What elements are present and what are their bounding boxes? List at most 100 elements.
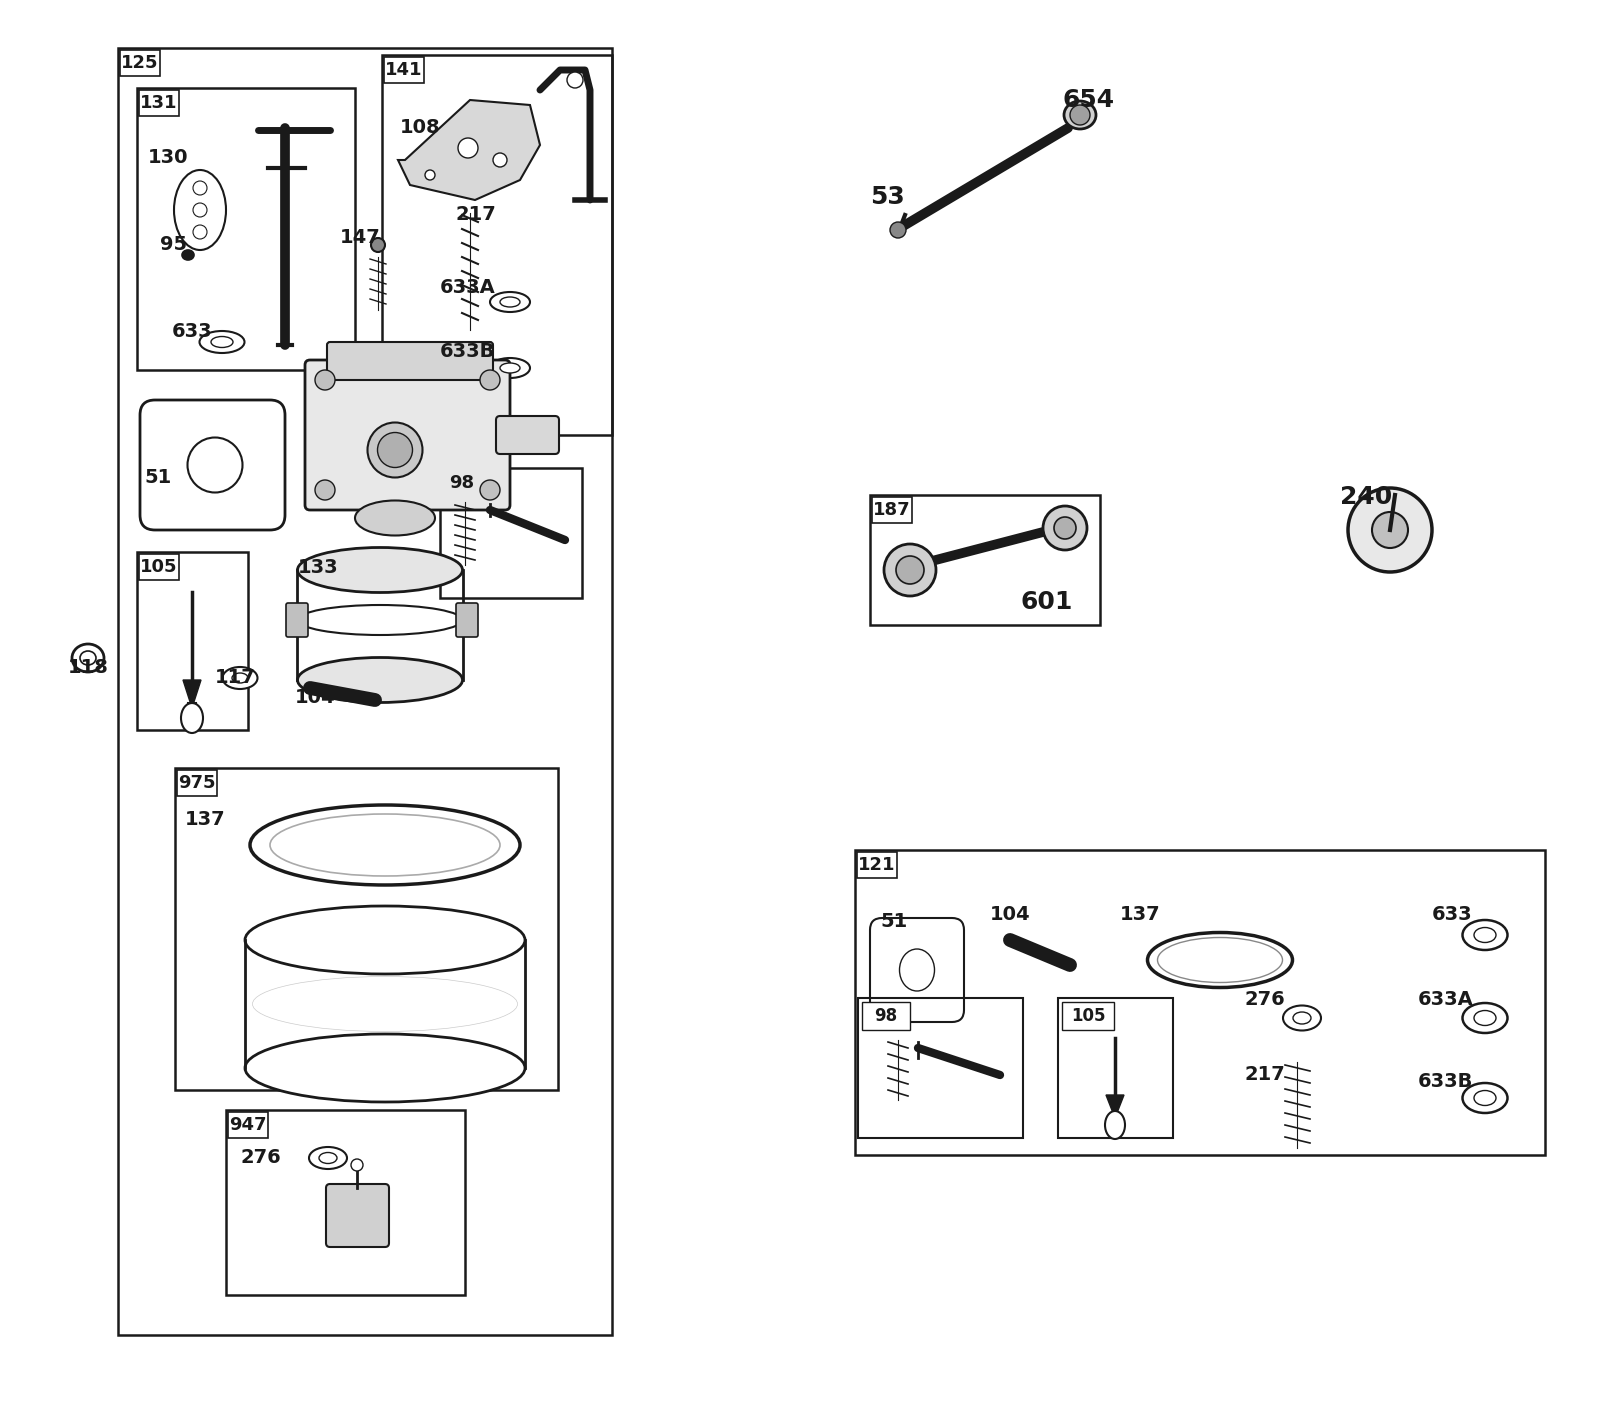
Ellipse shape (501, 297, 520, 307)
Text: 98: 98 (875, 1007, 898, 1024)
Bar (139, 554, 179, 581)
Ellipse shape (222, 666, 258, 689)
Circle shape (350, 1160, 363, 1171)
Bar (382, 55, 613, 435)
FancyBboxPatch shape (326, 342, 493, 380)
Bar (174, 768, 558, 1091)
Ellipse shape (426, 170, 435, 180)
Circle shape (890, 223, 906, 238)
Text: 53: 53 (870, 185, 904, 209)
Text: 141: 141 (386, 61, 422, 79)
Text: 98: 98 (450, 473, 475, 492)
Circle shape (315, 371, 334, 390)
Ellipse shape (1462, 920, 1507, 950)
Ellipse shape (1293, 1012, 1310, 1024)
Ellipse shape (72, 644, 104, 672)
Bar (178, 769, 218, 796)
Text: 51: 51 (144, 468, 171, 488)
Bar (870, 495, 1101, 626)
Bar (858, 998, 1022, 1138)
Text: 276: 276 (240, 1148, 280, 1167)
Circle shape (194, 203, 206, 217)
Bar (229, 1112, 269, 1138)
Circle shape (480, 371, 501, 390)
Ellipse shape (368, 423, 422, 478)
Text: 108: 108 (400, 118, 440, 137)
Ellipse shape (309, 1147, 347, 1169)
Ellipse shape (378, 433, 413, 468)
Circle shape (194, 225, 206, 240)
Ellipse shape (200, 331, 245, 354)
Bar (1062, 1002, 1114, 1030)
Text: 187: 187 (874, 502, 910, 519)
Ellipse shape (1106, 1112, 1125, 1138)
Text: 633A: 633A (440, 278, 496, 297)
Circle shape (896, 557, 925, 583)
Text: 137: 137 (1120, 905, 1160, 924)
Text: 276: 276 (1245, 991, 1286, 1009)
FancyBboxPatch shape (286, 603, 309, 637)
Bar (442, 471, 482, 496)
Text: 95: 95 (160, 235, 187, 254)
Ellipse shape (1064, 101, 1096, 130)
Text: 633A: 633A (1418, 991, 1474, 1009)
Bar (872, 497, 912, 523)
Bar (120, 49, 160, 76)
Ellipse shape (1474, 1010, 1496, 1026)
Text: 105: 105 (141, 558, 178, 576)
Ellipse shape (1474, 927, 1496, 943)
Text: 633B: 633B (440, 342, 496, 361)
Text: 947: 947 (229, 1116, 267, 1134)
Text: 654: 654 (1062, 87, 1114, 111)
Text: 121: 121 (858, 857, 896, 874)
Ellipse shape (245, 1034, 525, 1102)
Ellipse shape (490, 292, 530, 311)
Circle shape (1054, 517, 1075, 540)
Ellipse shape (80, 651, 96, 665)
Circle shape (194, 180, 206, 194)
Text: 125: 125 (122, 54, 158, 72)
Bar (854, 850, 1546, 1155)
Bar (226, 1110, 466, 1295)
Ellipse shape (318, 1153, 338, 1164)
Ellipse shape (298, 658, 462, 703)
Polygon shape (398, 100, 541, 200)
Ellipse shape (355, 500, 435, 535)
Ellipse shape (270, 814, 501, 876)
Text: 104: 104 (990, 905, 1030, 924)
Circle shape (1070, 106, 1090, 125)
Ellipse shape (493, 154, 507, 168)
Bar (139, 90, 179, 116)
FancyBboxPatch shape (456, 603, 478, 637)
Bar (858, 852, 898, 878)
Text: 217: 217 (1245, 1065, 1286, 1084)
Text: 51: 51 (880, 912, 907, 931)
Text: 633B: 633B (1418, 1072, 1474, 1091)
Text: 105: 105 (1070, 1007, 1106, 1024)
FancyBboxPatch shape (306, 361, 510, 510)
Circle shape (885, 544, 936, 596)
Text: 240: 240 (1341, 485, 1392, 509)
FancyBboxPatch shape (496, 416, 558, 454)
Text: 633: 633 (1432, 905, 1472, 924)
Text: 118: 118 (69, 658, 109, 676)
Bar (384, 56, 424, 83)
Text: 117: 117 (214, 668, 256, 688)
Bar (862, 1002, 910, 1030)
Text: 137: 137 (186, 810, 226, 828)
Text: 975: 975 (178, 774, 216, 792)
Bar (1058, 998, 1173, 1138)
Ellipse shape (182, 249, 194, 261)
Ellipse shape (298, 548, 462, 593)
Circle shape (480, 480, 501, 500)
Circle shape (315, 480, 334, 500)
Ellipse shape (1283, 1006, 1322, 1030)
Bar (118, 48, 613, 1334)
Polygon shape (1106, 1095, 1123, 1117)
Text: 104: 104 (294, 688, 336, 707)
Polygon shape (182, 681, 202, 707)
Ellipse shape (1474, 1091, 1496, 1106)
Circle shape (1373, 511, 1408, 548)
Text: 217: 217 (454, 204, 496, 224)
Circle shape (1043, 506, 1086, 550)
